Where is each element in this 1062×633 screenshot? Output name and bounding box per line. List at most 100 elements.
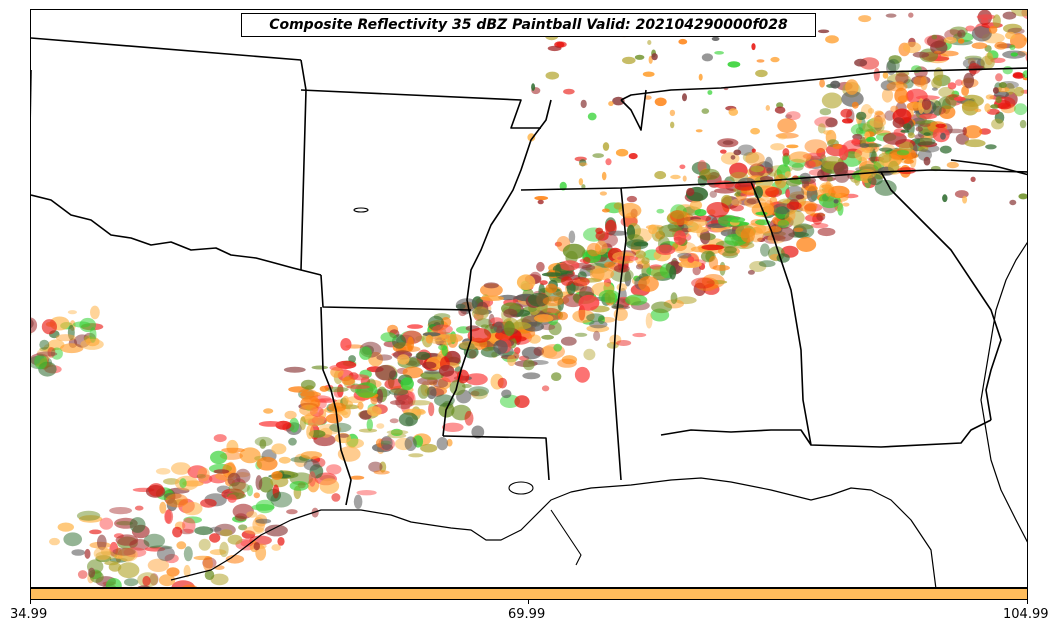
reflectivity-blob bbox=[234, 513, 247, 522]
reflectivity-cell bbox=[730, 155, 736, 160]
reflectivity-blob bbox=[319, 385, 329, 392]
reflectivity-blob bbox=[156, 546, 175, 562]
reflectivity-cell bbox=[559, 181, 567, 191]
reflectivity-cell bbox=[942, 194, 948, 203]
reflectivity-blob bbox=[963, 72, 975, 89]
reflectivity-blob bbox=[758, 260, 776, 268]
reflectivity-blob bbox=[897, 95, 910, 103]
reflectivity-blob bbox=[93, 546, 111, 561]
reflectivity-blob bbox=[198, 538, 211, 551]
reflectivity-blob bbox=[253, 492, 260, 499]
reflectivity-cell bbox=[682, 175, 687, 182]
reflectivity-cell bbox=[940, 132, 946, 140]
reflectivity-blob bbox=[595, 231, 609, 241]
reflectivity-blob bbox=[219, 541, 229, 558]
boundary-mo-ar bbox=[300, 89, 541, 129]
reflectivity-cell bbox=[751, 148, 756, 153]
reflectivity-cell bbox=[896, 150, 910, 156]
reflectivity-blob bbox=[571, 277, 590, 287]
reflectivity-cell bbox=[628, 153, 638, 160]
reflectivity-blob bbox=[308, 471, 316, 487]
reflectivity-blob bbox=[641, 257, 650, 265]
reflectivity-cell bbox=[974, 108, 982, 113]
reflectivity-cell bbox=[626, 195, 638, 203]
reflectivity-blob bbox=[164, 509, 172, 524]
reflectivity-blob bbox=[95, 555, 112, 563]
reflectivity-blob bbox=[89, 529, 102, 535]
reflectivity-blob bbox=[465, 373, 488, 386]
reflectivity-cell bbox=[859, 143, 870, 148]
reflectivity-blob bbox=[731, 198, 742, 207]
reflectivity-blob bbox=[468, 386, 490, 397]
reflectivity-blob bbox=[183, 546, 193, 562]
reflectivity-cell bbox=[830, 80, 841, 89]
reflectivity-blob bbox=[442, 422, 464, 432]
reflectivity-blob bbox=[545, 283, 558, 294]
reflectivity-blob bbox=[933, 67, 944, 81]
boundary-il-ky bbox=[620, 89, 647, 131]
reflectivity-cell bbox=[1009, 44, 1016, 50]
reflectivity-blob bbox=[246, 511, 258, 518]
reflectivity-blob bbox=[514, 395, 530, 408]
reflectivity-blob bbox=[49, 537, 60, 546]
reflectivity-blob bbox=[348, 355, 356, 363]
reflectivity-blob bbox=[574, 332, 588, 337]
reflectivity-blob bbox=[701, 244, 724, 251]
reflectivity-cell bbox=[765, 105, 770, 111]
reflectivity-blob bbox=[480, 324, 489, 329]
reflectivity-blob bbox=[921, 98, 932, 110]
map-panel bbox=[30, 9, 1028, 588]
reflectivity-blob bbox=[241, 530, 256, 539]
reflectivity-blob bbox=[591, 267, 615, 280]
reflectivity-cell bbox=[654, 97, 667, 107]
reflectivity-cell bbox=[602, 142, 610, 151]
reflectivity-blob bbox=[913, 76, 927, 87]
reflectivity-blob bbox=[980, 55, 995, 70]
reflectivity-blob bbox=[455, 298, 478, 312]
reflectivity-blob bbox=[796, 237, 817, 252]
reflectivity-blob bbox=[695, 277, 719, 291]
reflectivity-blob bbox=[55, 334, 76, 342]
reflectivity-cell bbox=[701, 53, 714, 62]
reflectivity-blob bbox=[408, 400, 431, 406]
reflectivity-blob bbox=[574, 366, 590, 383]
reflectivity-cell bbox=[750, 127, 760, 135]
delta-marsh bbox=[550, 509, 582, 566]
reflectivity-blob bbox=[833, 161, 849, 176]
reflectivity-cell bbox=[592, 153, 604, 159]
reflectivity-cell bbox=[832, 143, 843, 149]
reflectivity-cell bbox=[997, 102, 1012, 110]
reflectivity-cell bbox=[990, 104, 1000, 109]
reflectivity-blob bbox=[932, 100, 942, 117]
reflectivity-cell bbox=[599, 191, 608, 196]
reflectivity-blob bbox=[503, 320, 515, 337]
reflectivity-blob bbox=[542, 296, 564, 307]
reflectivity-blob bbox=[390, 428, 403, 436]
boundary-ms-al bbox=[612, 187, 627, 481]
reflectivity-blob bbox=[278, 456, 291, 464]
reflectivity-blob bbox=[36, 351, 58, 357]
reflectivity-paintball-layer bbox=[31, 10, 1027, 587]
reflectivity-blob bbox=[213, 469, 230, 474]
reflectivity-blob bbox=[41, 319, 57, 335]
reflectivity-blob bbox=[824, 180, 832, 197]
boundary-mississippi-river bbox=[442, 99, 552, 437]
reflectivity-blob bbox=[971, 42, 988, 49]
reflectivity-blob bbox=[706, 202, 730, 218]
reflectivity-blob bbox=[838, 144, 849, 161]
reflectivity-blob bbox=[554, 241, 563, 247]
reflectivity-blob bbox=[398, 412, 418, 427]
reflectivity-blob bbox=[604, 261, 615, 268]
reflectivity-blob bbox=[507, 354, 516, 366]
reflectivity-blob bbox=[159, 501, 167, 514]
reflectivity-cell bbox=[714, 51, 724, 55]
reflectivity-blob bbox=[272, 484, 280, 499]
reflectivity-blob bbox=[179, 478, 187, 489]
reflectivity-blob bbox=[869, 116, 886, 128]
reflectivity-blob bbox=[919, 113, 937, 120]
reflectivity-cell bbox=[751, 43, 756, 51]
reflectivity-blob bbox=[246, 484, 253, 497]
reflectivity-blob bbox=[944, 36, 957, 44]
reflectivity-blob bbox=[470, 390, 480, 397]
reflectivity-cell bbox=[587, 112, 597, 121]
